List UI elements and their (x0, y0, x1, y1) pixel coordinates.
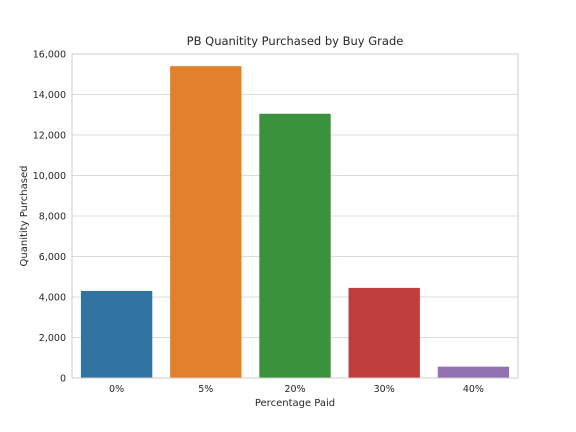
bar-5pct (170, 66, 242, 379)
x-tick-label: 0% (109, 384, 124, 395)
bar-40pct (437, 366, 510, 378)
x-axis-label: Percentage Paid (255, 398, 335, 409)
bars (80, 66, 510, 379)
y-axis-ticks: 0 2,000 4,000 6,000 8,000 10,000 12,000 14,000 1… (33, 50, 66, 385)
y-tick-label: 12,000 (33, 131, 66, 142)
x-tick-label: 30% (374, 384, 395, 395)
plot-frame (71, 53, 519, 379)
y-tick-label: 14,000 (33, 90, 66, 101)
x-axis-ticks: 0% 5% 20% 30% 40% (109, 384, 484, 395)
y-tick-label: 16,000 (33, 50, 66, 61)
y-tick-label: 4,000 (39, 293, 66, 304)
bar-30pct (348, 287, 420, 378)
bar-20pct (259, 113, 331, 379)
x-tick-label: 5% (198, 384, 213, 395)
chart-title: PB Quanitity Purchased by Buy Grade (187, 34, 404, 48)
x-tick-label: 20% (284, 384, 305, 395)
y-tick-label: 0 (60, 374, 66, 385)
y-axis-label: Quanitity Purchased (19, 166, 30, 267)
y-tick-label: 2,000 (39, 333, 66, 344)
y-tick-label: 8,000 (39, 212, 66, 223)
y-tick-label: 6,000 (39, 252, 66, 263)
bar-0pct (80, 290, 153, 378)
y-tick-label: 10,000 (33, 171, 66, 182)
x-tick-label: 40% (463, 384, 484, 395)
